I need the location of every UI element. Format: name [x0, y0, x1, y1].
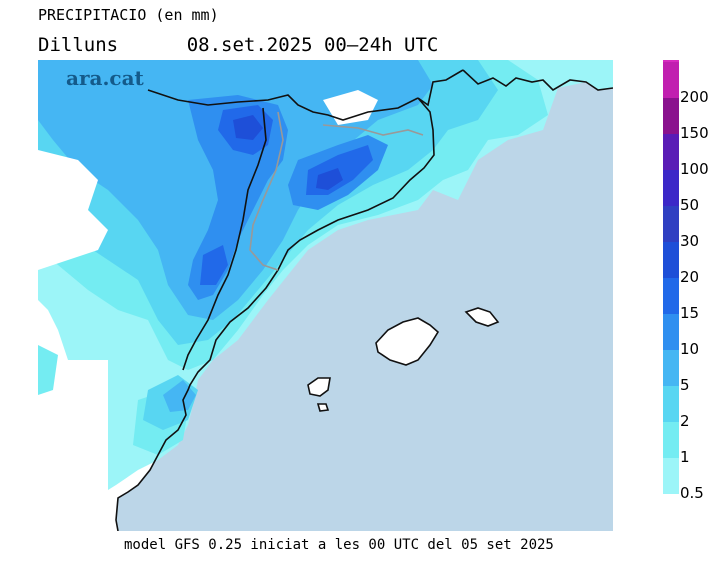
legend-label: 2	[680, 412, 690, 430]
legend-label: 50	[680, 196, 700, 214]
mallorca-island	[375, 317, 440, 366]
legend-label: 20	[680, 268, 700, 286]
dry-patch	[38, 150, 108, 270]
legend-bin	[663, 242, 679, 278]
coastline-france	[462, 69, 613, 92]
map-title: PRECIPITACIO (en mm)	[38, 6, 219, 24]
precip-layer-20mm	[233, 115, 343, 190]
ibiza-island	[307, 377, 331, 397]
region-border	[182, 107, 267, 371]
legend-label: 100	[680, 160, 709, 178]
province-border-2	[322, 124, 424, 136]
precipitation-map	[38, 60, 613, 531]
legend-label: 5	[680, 376, 690, 394]
forecast-day: Dilluns	[38, 34, 119, 56]
legend-bin	[663, 134, 679, 170]
coastline	[115, 69, 464, 531]
country-border	[147, 89, 419, 121]
legend-label: 10	[680, 340, 700, 358]
legend-label: 15	[680, 304, 700, 322]
legend-bin	[663, 170, 679, 206]
formentera-island	[316, 403, 330, 412]
legend-bin	[663, 98, 679, 134]
legend-label: 0.5	[680, 484, 704, 502]
legend-label: 200	[680, 88, 709, 106]
legend-label: 1	[680, 448, 690, 466]
legend-bin	[663, 206, 679, 242]
legend-bin-top	[663, 60, 679, 62]
legend-label: 150	[680, 124, 709, 142]
map-subtitle: Dilluns 08.set.2025 00–24h UTC	[38, 34, 438, 56]
precipitation-legend	[663, 60, 679, 494]
province-border	[249, 111, 284, 271]
dry-patch-east	[323, 90, 378, 125]
legend-bin	[663, 458, 679, 494]
model-footer: model GFS 0.25 iniciat a les 00 UTC del …	[124, 537, 554, 553]
forecast-period: 08.set.2025 00–24h UTC	[186, 34, 439, 56]
legend-label: 30	[680, 232, 700, 250]
legend-bin	[663, 386, 679, 422]
aracat-logo: ara.cat	[66, 66, 144, 90]
legend-bin	[663, 278, 679, 314]
legend-bin	[663, 314, 679, 350]
legend-bin	[663, 422, 679, 458]
legend-bin	[663, 350, 679, 386]
legend-bin	[663, 62, 679, 98]
menorca-island	[464, 307, 500, 327]
